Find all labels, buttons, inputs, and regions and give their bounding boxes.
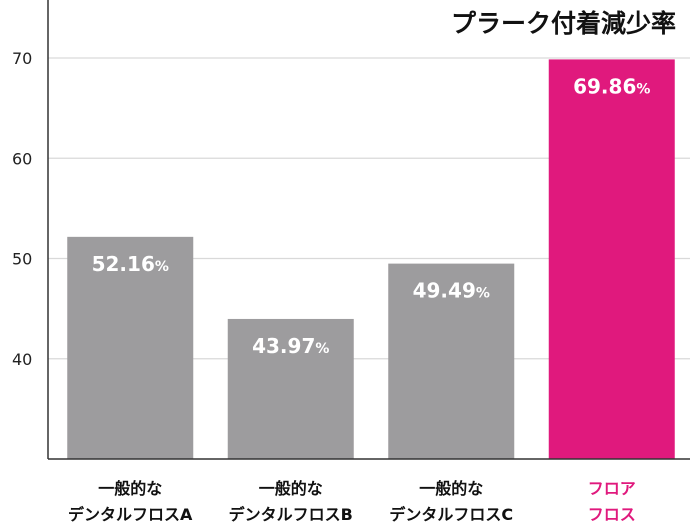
bars bbox=[67, 59, 675, 459]
x-tick-label: デンタルフロスB bbox=[229, 505, 353, 524]
y-tick-label: 50 bbox=[12, 250, 32, 269]
data-label: 69.86% bbox=[573, 74, 650, 98]
bar bbox=[388, 263, 515, 459]
bar bbox=[227, 318, 354, 459]
y-tick-label: 60 bbox=[12, 149, 32, 168]
chart-title: プラーク付着減少率 bbox=[451, 9, 676, 38]
x-tick-label: デンタルフロスA bbox=[68, 505, 193, 524]
x-tick-label: 一般的な bbox=[419, 479, 483, 498]
x-tick-label: デンタルフロスC bbox=[389, 505, 513, 524]
y-tick-label: 70 bbox=[12, 49, 32, 68]
x-tick-label: 一般的な bbox=[259, 479, 323, 498]
data-label: 52.16% bbox=[92, 252, 169, 276]
x-tick-label: フロア bbox=[588, 479, 636, 498]
data-label: 43.97% bbox=[252, 334, 329, 358]
bar bbox=[548, 59, 675, 459]
x-tick-label: 一般的な bbox=[98, 479, 162, 498]
axes: 40 50 60 70 bbox=[12, 0, 690, 460]
data-label: 49.49% bbox=[413, 279, 490, 303]
y-tick-label: 40 bbox=[12, 350, 32, 369]
bar bbox=[67, 236, 194, 459]
x-tick-label: フロス bbox=[588, 505, 636, 524]
